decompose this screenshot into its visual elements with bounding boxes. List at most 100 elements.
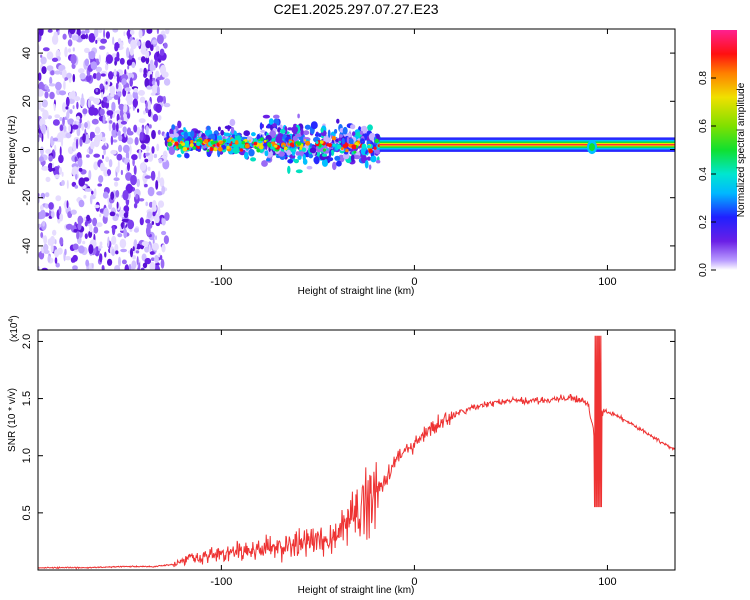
spectrogram-band-hot-cell [303,139,307,142]
colorbar-tick-label: 0.0 [698,263,709,277]
spectrogram-noise-cell [62,116,65,126]
spectrogram-band-hot-cell [301,147,307,152]
spectrogram-noise-cell [136,95,139,100]
spectrogram-noise-cell [74,156,78,162]
spectrogram-noise-cell [152,39,158,45]
spectrogram-noise-cell [135,193,139,200]
spectrogram-noise-cell [110,135,114,146]
spectrogram-band-hot-cell [251,141,254,144]
spectrogram-band-hot-cell [186,147,190,151]
spectrogram-noise-cell [156,191,164,196]
spectrogram-band-hot-cell [305,140,311,146]
spectrogram-noise-cell [105,81,108,85]
spectrogram-noise-cell [99,108,105,116]
spectrogram-band-cell [279,128,286,134]
spectrogram-noise-cell [75,173,78,180]
spectrogram-band-cell [368,164,372,170]
spectrogram-noise-cell [40,232,44,238]
spectrogram-band-cell [275,135,283,144]
spectrogram-noise-cell [82,108,88,115]
spectrogram-noise-cell [109,85,116,95]
spectrogram-noise-cell [123,228,128,239]
spectrogram-band-cell [266,158,271,162]
spectrogram-noise-cell [47,115,52,120]
spectrogram-band-cell [244,151,249,160]
spectrogram-band-cell [262,114,270,119]
spectrogram-noise-cell [116,153,123,161]
spectrogram-noise-cell [149,261,156,270]
spectrogram-band-cell [264,150,269,157]
spectrogram-noise-cell [93,153,101,158]
spectrogram-band-hot-cell [230,141,233,144]
spectrogram-noise-cell [86,154,90,158]
spectrogram-band-cell [316,151,321,158]
spectrogram-noise-cell [145,219,151,224]
spectrogram-noise-cell [43,235,48,245]
spectrogram-noise-cell [144,257,152,265]
spectrogram-noise-cell [89,195,93,205]
spectrogram-noise-cell [127,219,135,230]
spectrogram-noise-cell [66,200,69,209]
spectrogram-noise-cell [48,202,54,210]
spectrogram-noise-cell [72,141,77,152]
spectrogram-noise-cell [152,200,157,210]
spectrogram-band-hot-cell [174,141,179,146]
spectrogram-noise-cell [123,205,130,213]
spectrogram-noise-cell [80,34,87,40]
spectrogram-noise-cell [49,235,56,245]
spectrogram-noise-cell [72,258,76,263]
spectrogram-noise-cell [82,133,86,143]
spectrogram-noise-cell [115,82,119,90]
spectrogram-y-ticks: -40 -20 0 20 40 [21,47,675,254]
spectrogram-noise-cell [100,73,106,77]
spectrogram-band-cell [302,158,308,165]
spectrogram-noise-cell [99,253,103,263]
spectrogram-noise-cell [125,93,133,104]
spectrogram-noise-cell [75,138,79,149]
spectrogram-noise-cell [109,211,116,217]
spectrogram-noise-cell [64,248,67,256]
spectrogram-y-tick-label: -40 [21,238,33,254]
spectrogram-band-hot-cell [244,138,248,143]
spectrogram-noise-cell [42,109,49,120]
spectrogram-band-cell [309,147,317,154]
spectrogram-noise-cell [61,180,65,186]
spectrogram-band-hot-cell [280,142,287,148]
spectrogram-noise-cell [49,76,53,85]
spectrogram-noise-cell [78,177,85,187]
spectrogram-noise-cell [165,29,170,35]
spectrogram-band-hot-cell [219,145,222,147]
spectrogram-noise-cell [125,47,130,58]
spectrogram-noise-cell [146,211,153,219]
spectrogram-noise-cell [40,204,44,211]
spectrogram-noise-cell [48,155,53,162]
spectrogram-band-cell [321,158,329,167]
spectrogram-noise-cell [143,67,147,76]
spectrogram-band-cell [309,143,313,148]
spectrogram-band-cell [321,153,328,157]
spectrogram-noise-cell [124,264,130,270]
spectrogram-noise-cell [155,235,157,241]
spectrogram-band-hot-cell [173,138,178,142]
spectrogram-noise-cell [44,91,49,99]
spectrogram-noise-cell [120,248,127,253]
spectrogram-band-cell [183,127,186,131]
spectrogram-band-hot-cell [289,142,294,147]
spectrogram-noise-cell [145,125,149,136]
spectrogram-noise-cell [159,255,163,261]
spectrogram-noise-cell [38,89,44,97]
spectrogram-band-hot-cell [241,140,245,145]
spectrogram-noise-cell [145,145,150,152]
spectrogram-noise-cell [80,96,85,108]
spectrogram-band-hot-cell [239,148,244,152]
spectrogram-band-cell [320,127,324,133]
spectrogram-noise-cell [154,216,160,224]
spectrogram-band-cell [359,130,363,135]
colorbar-ticks: 0.0 0.2 0.4 0.6 0.8 [698,71,716,277]
spectrogram-band-hot-cell [326,148,329,151]
spectrogram-noise-cell [121,259,127,265]
spectrogram-band-hot-cell [373,146,377,150]
spectrogram-noise-cell [139,162,147,172]
spectrogram-noise-cell [90,141,95,150]
spectrogram-band-hot-cell [351,144,357,150]
